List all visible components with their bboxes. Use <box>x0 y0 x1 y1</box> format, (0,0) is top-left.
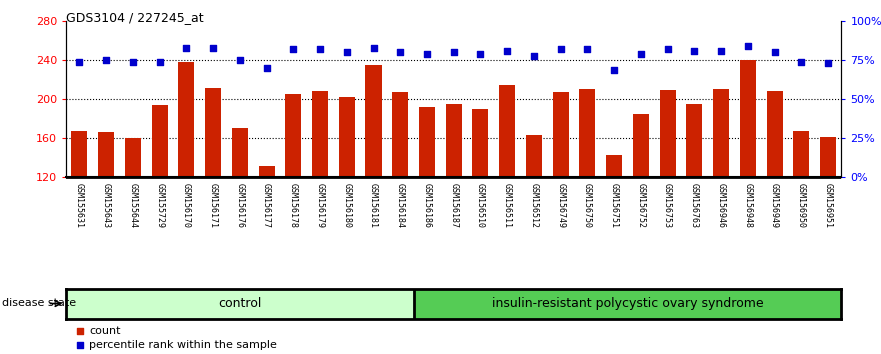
Point <box>233 57 247 63</box>
Bar <box>660 90 676 177</box>
Point <box>260 65 274 71</box>
Bar <box>98 132 115 177</box>
Text: GSM156949: GSM156949 <box>770 183 779 228</box>
Bar <box>125 138 141 177</box>
Text: GSM156752: GSM156752 <box>636 183 646 228</box>
Text: GSM155644: GSM155644 <box>129 183 137 228</box>
Text: GSM155643: GSM155643 <box>101 183 111 228</box>
Text: count: count <box>89 326 121 336</box>
Point <box>574 254 588 260</box>
Bar <box>205 88 221 177</box>
Text: GSM156186: GSM156186 <box>423 183 432 228</box>
Bar <box>392 92 408 177</box>
Text: GSM155729: GSM155729 <box>155 183 164 228</box>
Text: percentile rank within the sample: percentile rank within the sample <box>89 340 278 350</box>
Text: disease state: disease state <box>2 298 76 308</box>
Bar <box>413 289 841 319</box>
Bar <box>419 107 435 177</box>
Text: GDS3104 / 227245_at: GDS3104 / 227245_at <box>66 11 204 24</box>
Text: GSM156170: GSM156170 <box>181 183 191 228</box>
Point <box>286 46 300 52</box>
Text: GSM156951: GSM156951 <box>824 183 833 228</box>
Text: GSM156181: GSM156181 <box>369 183 378 228</box>
Bar <box>633 114 649 177</box>
Text: GSM156177: GSM156177 <box>262 183 271 228</box>
Bar <box>152 105 167 177</box>
Point <box>473 51 487 57</box>
Bar <box>686 104 702 177</box>
Point <box>393 50 407 55</box>
Text: GSM156180: GSM156180 <box>343 183 352 228</box>
Point <box>72 59 86 64</box>
Bar <box>71 131 87 177</box>
Bar <box>793 131 810 177</box>
Bar <box>526 135 542 177</box>
Point <box>633 51 648 57</box>
Point <box>553 46 567 52</box>
Point <box>340 50 354 55</box>
Text: control: control <box>218 297 262 310</box>
Bar <box>740 60 756 177</box>
Text: GSM156950: GSM156950 <box>796 183 806 228</box>
Bar <box>446 104 462 177</box>
Point <box>821 61 835 66</box>
Bar <box>552 92 568 177</box>
Point <box>527 53 541 58</box>
Point <box>366 45 381 51</box>
Point <box>447 50 461 55</box>
Point <box>206 45 220 51</box>
Point <box>574 127 588 132</box>
Point <box>687 48 701 54</box>
Text: GSM156763: GSM156763 <box>690 183 699 228</box>
Text: GSM156512: GSM156512 <box>529 183 538 228</box>
Point <box>767 50 781 55</box>
Point <box>500 48 515 54</box>
Point <box>180 45 194 51</box>
Text: GSM156753: GSM156753 <box>663 183 672 228</box>
Bar <box>178 62 195 177</box>
Bar <box>366 65 381 177</box>
Bar <box>339 97 355 177</box>
Text: GSM156948: GSM156948 <box>744 183 752 228</box>
Point <box>152 59 167 64</box>
Text: GSM156187: GSM156187 <box>449 183 458 228</box>
Text: GSM156178: GSM156178 <box>289 183 298 228</box>
Bar <box>580 89 596 177</box>
Text: GSM156176: GSM156176 <box>235 183 244 228</box>
Point <box>313 46 327 52</box>
Text: GSM156946: GSM156946 <box>716 183 726 228</box>
Point <box>794 59 808 64</box>
Text: GSM156749: GSM156749 <box>556 183 565 228</box>
Text: insulin-resistant polycystic ovary syndrome: insulin-resistant polycystic ovary syndr… <box>492 297 763 310</box>
Point <box>661 46 675 52</box>
Point <box>126 59 140 64</box>
Text: GSM156751: GSM156751 <box>610 183 618 228</box>
Bar <box>258 166 275 177</box>
Bar <box>500 85 515 177</box>
Bar <box>66 289 413 319</box>
Point <box>100 57 114 63</box>
Point <box>741 43 755 49</box>
Text: GSM156750: GSM156750 <box>583 183 592 228</box>
Text: GSM155631: GSM155631 <box>75 183 84 228</box>
Text: GSM156510: GSM156510 <box>476 183 485 228</box>
Text: GSM156179: GSM156179 <box>315 183 324 228</box>
Text: GSM156171: GSM156171 <box>209 183 218 228</box>
Point <box>420 51 434 57</box>
Point <box>714 48 728 54</box>
Text: GSM156511: GSM156511 <box>503 183 512 228</box>
Bar <box>232 128 248 177</box>
Bar <box>606 155 622 177</box>
Point <box>581 46 595 52</box>
Bar <box>285 94 301 177</box>
Bar <box>820 137 836 177</box>
Bar <box>766 91 782 177</box>
Bar <box>472 109 488 177</box>
Point <box>607 67 621 72</box>
Bar <box>713 89 729 177</box>
Bar <box>312 91 328 177</box>
Text: GSM156184: GSM156184 <box>396 183 404 228</box>
